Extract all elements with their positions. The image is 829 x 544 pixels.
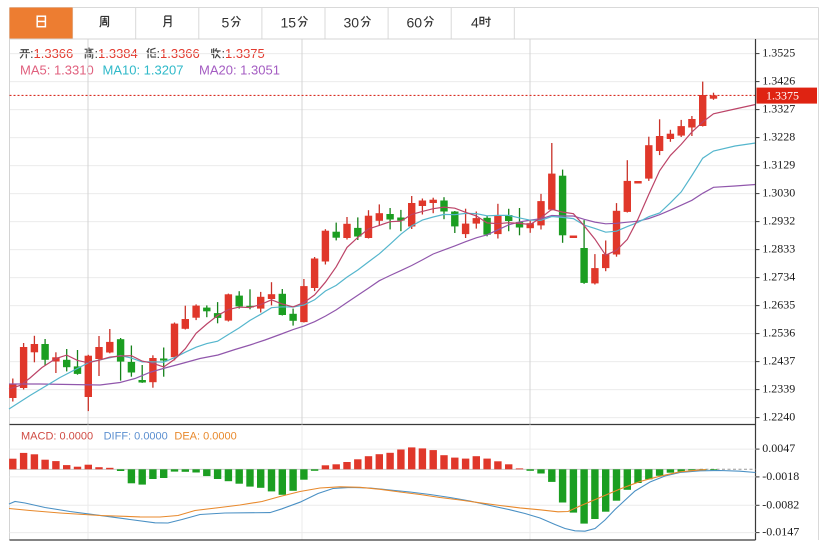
svg-text:1.3525: 1.3525 [762, 46, 795, 60]
svg-text:1.3375: 1.3375 [766, 89, 799, 103]
svg-text:1.3327: 1.3327 [762, 102, 795, 116]
svg-text:30: 30 [344, 15, 360, 31]
svg-text:1.2240: 1.2240 [762, 410, 795, 424]
svg-text:-0.0018: -0.0018 [762, 469, 799, 483]
svg-text:1.2437: 1.2437 [762, 354, 795, 368]
svg-text:60: 60 [407, 15, 423, 31]
svg-text:MA10: 1.3207: MA10: 1.3207 [103, 63, 184, 78]
svg-text:MACD: 0.0000: MACD: 0.0000 [21, 431, 93, 443]
svg-text:1.3129: 1.3129 [762, 158, 795, 172]
svg-text:MA20: 1.3051: MA20: 1.3051 [199, 63, 280, 78]
svg-text:1.2932: 1.2932 [762, 214, 795, 228]
svg-text:0.0047: 0.0047 [762, 441, 795, 455]
svg-text:MA5: 1.3310: MA5: 1.3310 [20, 63, 94, 78]
svg-text:-0.0147: -0.0147 [762, 525, 799, 539]
svg-text:1.2536: 1.2536 [762, 326, 795, 340]
svg-text:1.2734: 1.2734 [762, 270, 795, 284]
svg-text:1.2635: 1.2635 [762, 298, 795, 312]
svg-text:1.3228: 1.3228 [762, 130, 795, 144]
svg-text:5: 5 [222, 15, 230, 31]
svg-text:4: 4 [471, 15, 479, 31]
svg-text:1.3030: 1.3030 [762, 186, 795, 200]
svg-text:15: 15 [281, 15, 297, 31]
svg-text:-0.0082: -0.0082 [762, 497, 799, 511]
svg-text:DEA: 0.0000: DEA: 0.0000 [174, 431, 236, 443]
svg-text:DIFF: 0.0000: DIFF: 0.0000 [104, 431, 168, 443]
svg-text:1.2339: 1.2339 [762, 382, 795, 396]
svg-text:1.3426: 1.3426 [762, 74, 795, 88]
svg-text:1.2833: 1.2833 [762, 242, 795, 256]
